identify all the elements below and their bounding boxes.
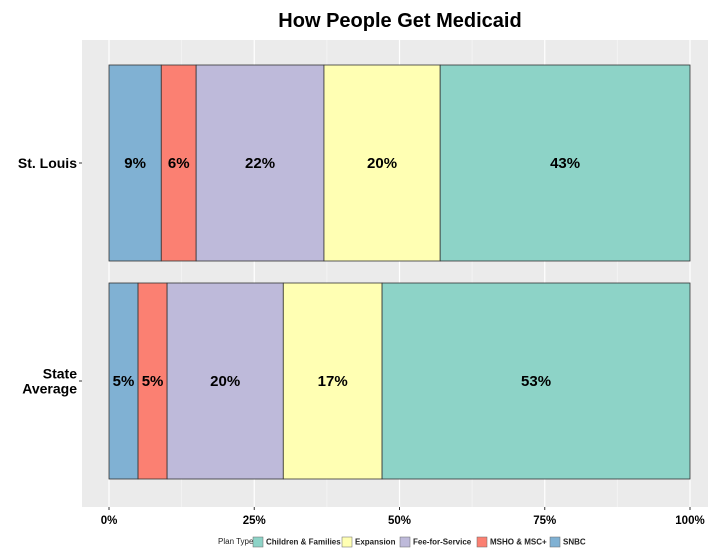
legend-label: Children & Families — [266, 538, 341, 547]
legend-label: Expansion — [355, 538, 396, 547]
bar-value-label: 6% — [168, 155, 190, 172]
bar-segment-msho-msc- — [137, 282, 168, 480]
legend-label: MSHO & MSC+ — [490, 538, 547, 547]
legend-label: Fee-for-Service — [413, 538, 472, 547]
bar-segment-snbc — [108, 282, 139, 480]
bar-value-label: 5% — [142, 373, 164, 390]
bar-value-label: 20% — [367, 155, 397, 172]
bar-segment-snbc — [108, 64, 162, 262]
x-tick-label: 25% — [243, 515, 266, 527]
legend-title: Plan Type: — [218, 537, 256, 546]
bar-value-label: 53% — [521, 373, 551, 390]
bar-value-label: 20% — [210, 373, 240, 390]
bar-segment-msho-msc- — [160, 64, 197, 262]
bar-value-label: 22% — [245, 155, 275, 172]
legend-swatch — [252, 536, 264, 548]
legend-swatch — [341, 536, 353, 548]
bar-labels: 9% 6% 22% 20% 43% 5% 5% 20% 17% 53% — [113, 155, 580, 390]
legend: Plan Type: Children & Families Expansion F… — [218, 536, 586, 548]
bar-segment-expansion — [323, 64, 441, 262]
bar-segment-expansion — [282, 282, 383, 480]
legend-swatch — [399, 536, 411, 548]
bar-value-label: 9% — [124, 155, 146, 172]
legend-label: SNBC — [563, 538, 586, 547]
bar-value-label: 5% — [113, 373, 135, 390]
legend-swatch — [549, 536, 561, 548]
bar-segment-fee-for-service — [195, 64, 325, 262]
category-label: State Average — [22, 366, 77, 397]
x-tick-label: 100% — [675, 515, 704, 527]
bars — [108, 64, 691, 480]
x-tick-label: 0% — [101, 515, 118, 527]
bar-segment-children-families — [381, 282, 691, 480]
x-tick-label: 75% — [533, 515, 556, 527]
chart-title: How People Get Medicaid — [278, 10, 521, 32]
category-label: St. Louis — [18, 155, 77, 171]
bar-segment-fee-for-service — [166, 282, 284, 480]
bar-value-label: 43% — [550, 155, 580, 172]
axes: St. Louis State Average 0% 25% 50% 75% 100% — [18, 155, 705, 527]
x-tick-label: 50% — [388, 515, 411, 527]
legend-swatch — [476, 536, 488, 548]
bar-segment-children-families — [439, 64, 691, 262]
bar-value-label: 17% — [318, 373, 348, 390]
